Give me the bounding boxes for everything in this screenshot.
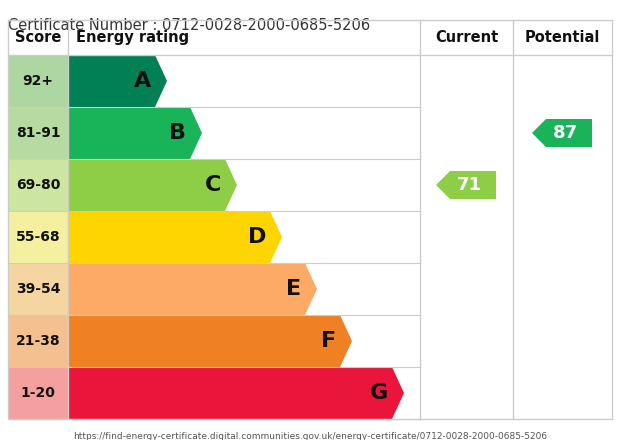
- Bar: [8, 367, 68, 419]
- Text: Potential: Potential: [525, 30, 600, 45]
- Text: 87: 87: [552, 124, 578, 142]
- Text: https://find-energy-certificate.digital.communities.gov.uk/energy-certificate/07: https://find-energy-certificate.digital.…: [73, 432, 547, 440]
- Bar: [68, 159, 420, 211]
- Text: 92+: 92+: [22, 74, 53, 88]
- Bar: [8, 315, 68, 367]
- Text: G: G: [370, 383, 388, 403]
- Text: 81-91: 81-91: [16, 126, 60, 140]
- Polygon shape: [68, 211, 282, 263]
- Text: Energy rating: Energy rating: [76, 30, 189, 45]
- Polygon shape: [68, 367, 404, 419]
- Polygon shape: [436, 171, 496, 199]
- Polygon shape: [68, 263, 317, 315]
- Text: A: A: [134, 71, 151, 91]
- Bar: [420, 55, 513, 419]
- Bar: [68, 211, 420, 263]
- Text: D: D: [247, 227, 266, 247]
- Polygon shape: [68, 55, 167, 107]
- Bar: [8, 263, 68, 315]
- Bar: [513, 55, 612, 419]
- Bar: [68, 107, 420, 159]
- Text: Certificate Number : 0712-0028-2000-0685-5206: Certificate Number : 0712-0028-2000-0685…: [8, 18, 370, 33]
- Text: 71: 71: [456, 176, 482, 194]
- Bar: [8, 107, 68, 159]
- Bar: [8, 159, 68, 211]
- Text: 21-38: 21-38: [16, 334, 60, 348]
- Bar: [8, 211, 68, 263]
- Text: Current: Current: [435, 30, 498, 45]
- Polygon shape: [68, 315, 352, 367]
- Bar: [68, 55, 420, 107]
- Text: Score: Score: [15, 30, 61, 45]
- Text: 1-20: 1-20: [20, 386, 55, 400]
- Polygon shape: [68, 107, 202, 159]
- Text: 69-80: 69-80: [16, 178, 60, 192]
- Bar: [8, 55, 68, 107]
- Text: 39-54: 39-54: [16, 282, 60, 296]
- Bar: [68, 263, 420, 315]
- Polygon shape: [532, 119, 592, 147]
- Bar: [68, 315, 420, 367]
- Text: B: B: [169, 123, 186, 143]
- Bar: [68, 367, 420, 419]
- Bar: [8, 20, 612, 55]
- Text: E: E: [286, 279, 301, 299]
- Text: 55-68: 55-68: [16, 230, 60, 244]
- Text: F: F: [321, 331, 336, 351]
- Polygon shape: [68, 159, 237, 211]
- Text: C: C: [205, 175, 221, 195]
